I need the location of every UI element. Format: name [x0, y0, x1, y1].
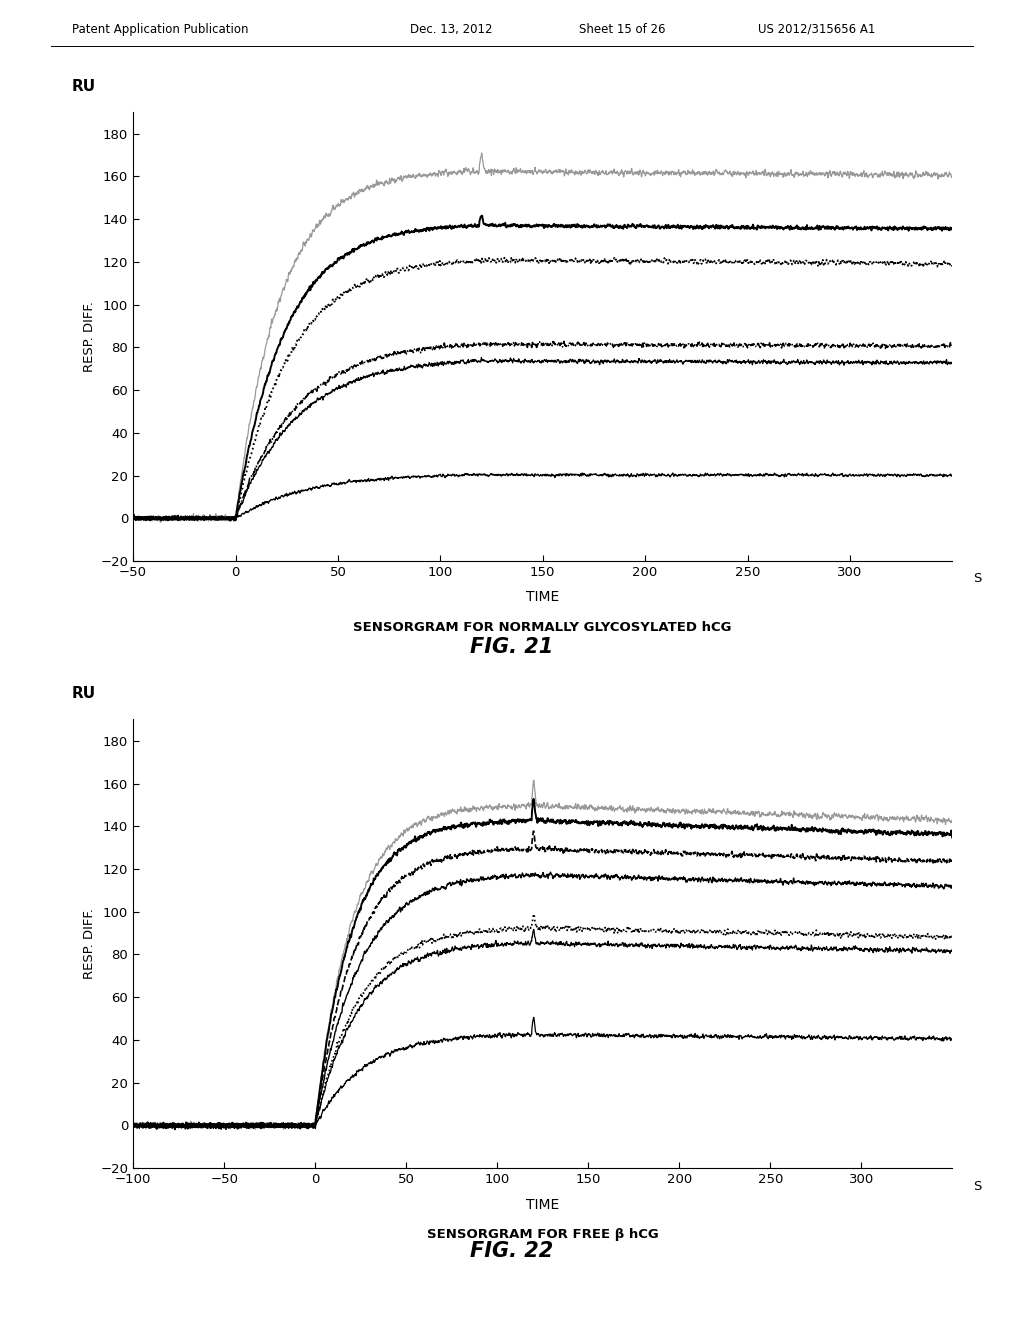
Text: US 2012/315656 A1: US 2012/315656 A1: [758, 22, 876, 36]
Text: Patent Application Publication: Patent Application Publication: [72, 22, 248, 36]
Text: Dec. 13, 2012: Dec. 13, 2012: [410, 22, 493, 36]
Text: S: S: [973, 573, 981, 586]
Text: RU: RU: [72, 79, 96, 94]
Text: SENSORGRAM FOR FREE β hCG: SENSORGRAM FOR FREE β hCG: [427, 1228, 658, 1241]
Y-axis label: RESP. DIFF.: RESP. DIFF.: [83, 301, 96, 372]
Text: SENSORGRAM FOR NORMALLY GLYCOSYLATED hCG: SENSORGRAM FOR NORMALLY GLYCOSYLATED hCG: [353, 620, 732, 634]
Text: FIG. 21: FIG. 21: [470, 636, 554, 657]
Text: S: S: [973, 1180, 981, 1193]
Text: TIME: TIME: [526, 1197, 559, 1212]
Text: Sheet 15 of 26: Sheet 15 of 26: [579, 22, 665, 36]
Y-axis label: RESP. DIFF.: RESP. DIFF.: [83, 908, 96, 979]
Text: TIME: TIME: [526, 590, 559, 605]
Text: RU: RU: [72, 686, 96, 701]
Text: FIG. 22: FIG. 22: [470, 1241, 554, 1262]
